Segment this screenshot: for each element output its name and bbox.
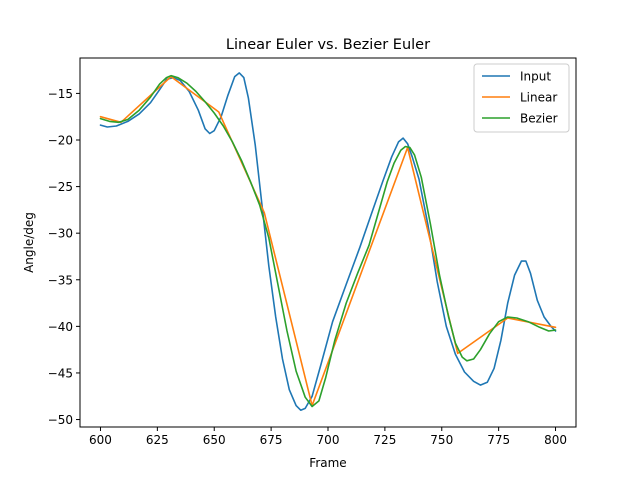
x-tick-label: 750 xyxy=(430,433,453,447)
chart-title: Linear Euler vs. Bezier Euler xyxy=(226,37,430,53)
y-tick-label: −40 xyxy=(48,320,73,334)
x-tick-label: 600 xyxy=(89,433,112,447)
x-tick-label: 675 xyxy=(260,433,283,447)
x-tick-label: 800 xyxy=(544,433,567,447)
y-tick-label: −45 xyxy=(48,366,73,380)
legend-label-1: Linear xyxy=(520,91,557,105)
x-tick-label: 650 xyxy=(203,433,226,447)
y-axis-ticks: −15 −20 −25 −30 −35 −40 −45 −50 xyxy=(48,87,80,427)
y-tick-label: −20 xyxy=(48,134,73,148)
legend: Input Linear Bezier xyxy=(474,64,569,132)
legend-label-2: Bezier xyxy=(520,112,558,126)
x-axis-label: Frame xyxy=(309,456,346,470)
x-tick-label: 725 xyxy=(373,433,396,447)
y-tick-label: −15 xyxy=(48,87,73,101)
x-axis-ticks: 600 625 650 675 700 725 750 775 800 xyxy=(89,427,567,447)
y-tick-label: −25 xyxy=(48,180,73,194)
legend-label-0: Input xyxy=(520,70,551,84)
y-tick-label: −35 xyxy=(48,273,73,287)
x-tick-label: 625 xyxy=(146,433,169,447)
x-tick-label: 700 xyxy=(317,433,340,447)
y-axis-label: Angle/deg xyxy=(22,212,36,273)
y-tick-label: −30 xyxy=(48,227,73,241)
y-tick-label: −50 xyxy=(48,413,73,427)
x-tick-label: 775 xyxy=(487,433,510,447)
